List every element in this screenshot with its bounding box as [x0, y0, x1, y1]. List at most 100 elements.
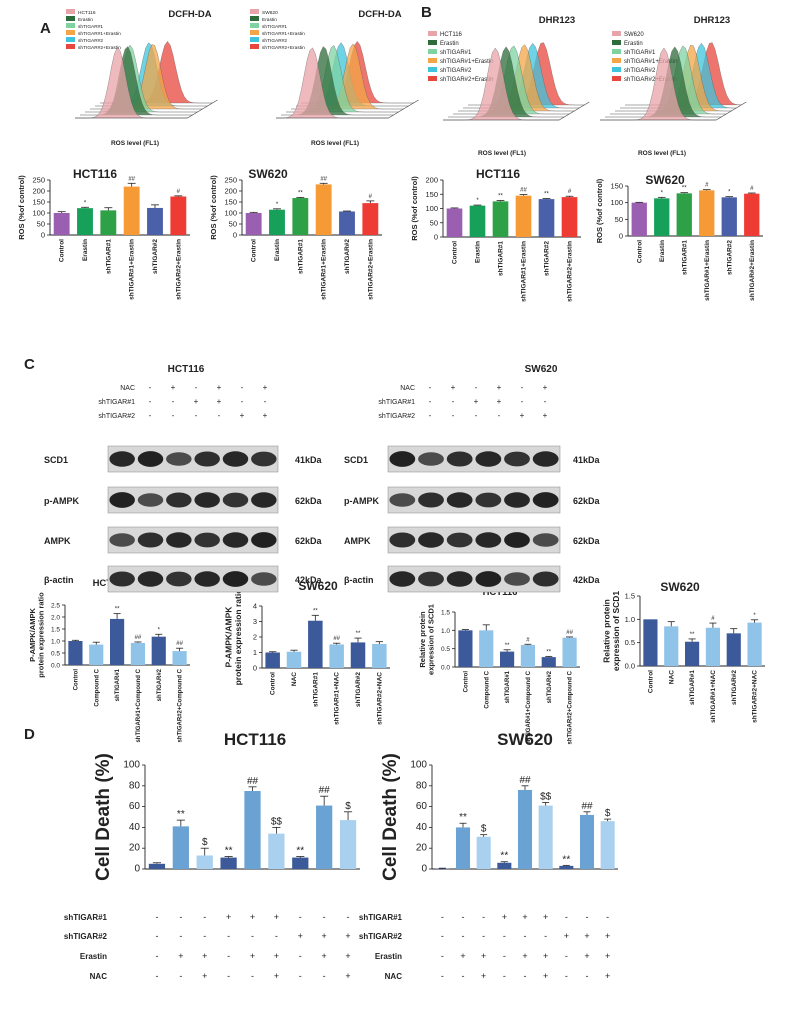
bar-c2 [286, 651, 302, 668]
treatment-mark-left: - [227, 951, 230, 961]
blot-band [222, 451, 249, 467]
treatment-mark-right: - [606, 912, 609, 922]
blot-band [222, 492, 249, 508]
treatment-mark-left: - [179, 931, 182, 941]
blot-band [446, 492, 473, 508]
significance-mark-b1: ** [498, 194, 503, 200]
treatment-mark-left: - [227, 971, 230, 981]
significance-mark-d1: $ [202, 837, 208, 848]
treatment-mark-left: - [299, 951, 302, 961]
x-tick-label-b2: Erastin [659, 240, 666, 262]
bar-d2 [476, 836, 491, 869]
x-tick-label-a1: shTIGAR#1 [105, 239, 112, 274]
blot-band [166, 452, 192, 466]
histogram-x-label: ROS level (FL1) [638, 150, 686, 157]
treatment-mark-left: - [155, 931, 158, 941]
blot-condition-mark: - [498, 411, 501, 420]
blot-band [194, 492, 220, 508]
bar-d1 [292, 857, 309, 869]
treatment-mark-left: + [250, 951, 255, 961]
bar-d2 [579, 814, 595, 869]
bar-a2 [339, 211, 355, 235]
bar-d1 [172, 826, 189, 869]
blot-band [446, 571, 473, 587]
legend-swatch [612, 58, 621, 63]
bar-b2 [721, 197, 737, 236]
histogram-title: DCFH-DA [168, 9, 211, 20]
significance-mark-c2: ** [356, 631, 361, 637]
y-axis-label-b2: ROS (%of control) [595, 178, 604, 243]
bar-b2 [744, 193, 760, 236]
legend-swatch [250, 9, 259, 14]
significance-mark-d2: ** [459, 812, 467, 823]
significance-mark-a2: # [369, 194, 373, 200]
significance-mark-d1: ## [247, 776, 259, 787]
significance-mark-b2: * [728, 190, 731, 196]
blot-membrane [387, 526, 561, 554]
blot-kda-label: 62kDa [295, 536, 323, 546]
legend-swatch [612, 31, 621, 36]
chart-title-c3: HCT116 [483, 587, 518, 598]
significance-mark-a2: ## [320, 176, 327, 182]
bar-c4 [643, 619, 658, 666]
x-tick-label-b1: shTIGAR#2 [544, 241, 551, 276]
blot-membrane [387, 565, 561, 593]
treatment-mark-right: + [605, 951, 610, 961]
legend-swatch [428, 40, 437, 45]
treatment-row-label-left: Erastin [80, 952, 107, 961]
blot-condition-mark: + [217, 383, 222, 392]
x-tick-label-c2: shTIGAR#1+NAC [334, 672, 341, 725]
x-tick-label-a2: shTIGAR#1+Erastin [321, 239, 328, 300]
blot-band [418, 571, 444, 587]
y-tick-label-d2: 40 [416, 822, 428, 833]
treatment-mark-left: - [323, 971, 326, 981]
treatment-mark-right: + [584, 951, 589, 961]
legend-label: shTIGAR#2 [262, 38, 287, 44]
treatment-mark-left: + [298, 931, 303, 941]
bar-a1 [123, 186, 140, 235]
y-tick-label-c3: 1.5 [441, 610, 450, 617]
blot-condition-mark: + [240, 411, 245, 420]
treatment-mark-left: + [250, 912, 255, 922]
blot-band [137, 451, 164, 467]
y-tick-label-c1: 1.0 [51, 639, 60, 646]
blot-band [532, 492, 559, 508]
y-tick-label-d1: 60 [129, 801, 141, 812]
x-tick-label-c3: shTIGAR#1+Compound C [526, 670, 532, 744]
y-tick-label-a2: 200 [224, 187, 237, 196]
treatment-mark-right: - [503, 931, 506, 941]
y-tick-label-d2: 60 [416, 801, 428, 812]
blot-band [418, 532, 444, 548]
y-axis-label-c1: protein expression ratio [36, 592, 45, 678]
bar-d2 [538, 805, 553, 869]
significance-mark-c1: ## [135, 635, 142, 641]
treatment-mark-right: - [462, 912, 465, 922]
treatment-mark-right: - [462, 931, 465, 941]
blot-condition-mark: - [475, 411, 478, 420]
blot-band [475, 451, 502, 467]
bar-b1 [538, 199, 555, 237]
blot-band [418, 492, 444, 508]
y-tick-label-b1: 0 [434, 233, 438, 242]
blot-condition-mark: + [194, 397, 199, 406]
legend-label: shTIGAR#2 [78, 38, 103, 44]
blot-condition-mark: - [264, 397, 267, 406]
histogram-title: DHR123 [539, 15, 575, 26]
significance-mark-b2: * [661, 190, 664, 196]
y-tick-label-c3: 1.0 [441, 628, 450, 635]
treatment-mark-right: + [543, 951, 548, 961]
significance-mark-c3: ** [546, 649, 551, 655]
x-tick-label-c3: Control [463, 671, 469, 693]
bar-a2 [245, 213, 262, 235]
bar-b2 [676, 193, 692, 236]
blot-band [418, 452, 444, 466]
treatment-mark-left: + [274, 912, 279, 922]
x-tick-label-c1: Control [73, 669, 79, 691]
blot-condition-label: shTIGAR#1 [98, 399, 135, 406]
bar-a1 [77, 208, 93, 235]
blot-condition-mark: - [195, 411, 198, 420]
blot-kda-label: 62kDa [295, 496, 323, 506]
blot-condition-mark: - [172, 397, 175, 406]
treatment-mark-right: + [481, 951, 486, 961]
blot-band [504, 492, 530, 508]
